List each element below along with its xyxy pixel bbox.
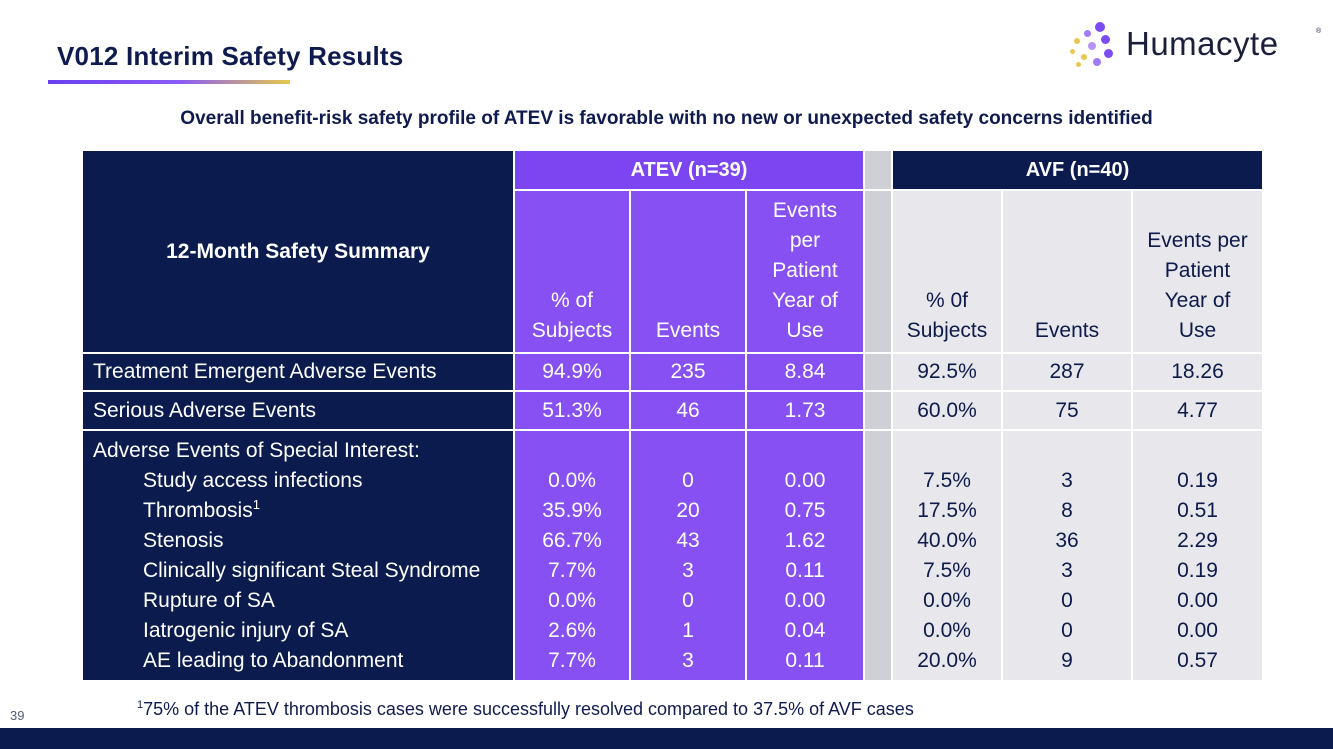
teae-atev-events: 235 bbox=[631, 354, 745, 390]
aesi-value: 17.5% bbox=[917, 499, 977, 522]
aesi-value: 0.19 bbox=[1177, 469, 1218, 492]
humacyte-logo: Humacyte ® bbox=[1068, 20, 1323, 72]
teae-atev-pct: 94.9% bbox=[515, 354, 629, 390]
logo-dots-icon bbox=[1068, 22, 1120, 70]
aesi-value: 0 bbox=[1061, 589, 1073, 612]
aesi-atev-rate-column: 0.00 0.75 1.62 0.11 0.00 0.04 0.11 bbox=[747, 431, 863, 680]
aesi-value: 0 bbox=[682, 589, 694, 612]
aesi-avf-events-column: 3 8 36 3 0 0 9 bbox=[1003, 431, 1131, 680]
aesi-item-label: AE leading to Abandonment bbox=[143, 649, 404, 672]
slide-title: V012 Interim Safety Results bbox=[57, 41, 404, 71]
avf-col-events-per-year: Events per Patient Year of Use bbox=[1133, 191, 1262, 352]
sae-avf-pct: 60.0% bbox=[893, 392, 1001, 429]
aesi-value: 0.75 bbox=[784, 499, 826, 522]
aesi-value: 3 bbox=[1061, 559, 1073, 582]
table-header-label: 12-Month Safety Summary bbox=[83, 151, 513, 352]
logo-registered-mark: ® bbox=[1316, 28, 1322, 35]
aesi-avf-rate-column: 0.19 0.51 2.29 0.19 0.00 0.00 0.57 bbox=[1133, 431, 1262, 680]
teae-avf-events: 287 bbox=[1003, 354, 1131, 390]
aesi-value: 43 bbox=[676, 529, 700, 552]
aesi-value: 35.9% bbox=[542, 499, 602, 522]
aesi-value: 0.0% bbox=[923, 619, 971, 642]
footnote-marker: 1 bbox=[252, 497, 260, 512]
aesi-avf-pct-column: 7.5% 17.5% 40.0% 7.5% 0.0% 0.0% 20.0% bbox=[893, 431, 1001, 680]
avf-col-events: Events bbox=[1003, 191, 1131, 352]
footer-bar bbox=[0, 728, 1333, 749]
row-label-teae: Treatment Emergent Adverse Events bbox=[83, 354, 513, 390]
slide-subtitle: Overall benefit-risk safety profile of A… bbox=[180, 108, 1153, 129]
aesi-value: 20.0% bbox=[917, 649, 977, 672]
column-gap bbox=[865, 392, 891, 429]
aesi-value: 0.51 bbox=[1177, 499, 1218, 522]
sae-avf-events: 75 bbox=[1003, 392, 1131, 429]
column-gap bbox=[865, 191, 891, 352]
row-label-sae: Serious Adverse Events bbox=[83, 392, 513, 429]
aesi-value: 0.00 bbox=[784, 469, 826, 492]
aesi-value: 0.11 bbox=[785, 559, 825, 582]
aesi-value: 8 bbox=[1061, 499, 1073, 522]
avf-col-pct-subjects: % 0f Subjects bbox=[893, 191, 1001, 352]
aesi-item-label: Rupture of SA bbox=[143, 589, 275, 612]
aesi-value: 9 bbox=[1061, 649, 1073, 672]
sae-atev-rate: 1.73 bbox=[747, 392, 863, 429]
column-gap bbox=[865, 151, 891, 189]
aesi-value: 0.19 bbox=[1177, 559, 1218, 582]
logo-wordmark: Humacyte bbox=[1126, 25, 1279, 62]
aesi-value: 40.0% bbox=[917, 529, 977, 552]
teae-atev-rate: 8.84 bbox=[747, 354, 863, 390]
atev-group-header: ATEV (n=39) bbox=[515, 151, 863, 189]
aesi-labels: Adverse Events of Special Interest: Stud… bbox=[83, 431, 513, 680]
aesi-value: 0.57 bbox=[1177, 649, 1218, 672]
atev-col-pct-subjects: % of Subjects bbox=[515, 191, 629, 352]
aesi-value: 0.00 bbox=[1177, 619, 1218, 642]
aesi-heading: Adverse Events of Special Interest: bbox=[93, 439, 420, 462]
footnote: 175% of the ATEV thrombosis cases were s… bbox=[137, 699, 914, 719]
aesi-item-label: Thrombosis1 bbox=[143, 497, 260, 522]
aesi-value: 0 bbox=[1061, 619, 1073, 642]
aesi-item-label: Clinically significant Steal Syndrome bbox=[143, 559, 481, 582]
aesi-value: 66.7% bbox=[542, 529, 602, 552]
page-number: 39 bbox=[10, 708, 25, 723]
aesi-value: 3 bbox=[682, 649, 694, 672]
aesi-value: 0.0% bbox=[548, 589, 596, 612]
atev-col-events-per-year: Events per Patient Year of Use bbox=[747, 191, 863, 352]
aesi-value: 7.7% bbox=[548, 649, 596, 672]
aesi-value: 3 bbox=[1061, 469, 1073, 492]
aesi-value: 0.00 bbox=[784, 589, 826, 612]
atev-col-events: Events bbox=[631, 191, 745, 352]
aesi-value: 0 bbox=[682, 469, 694, 492]
footnote-marker: 1 bbox=[137, 699, 144, 711]
aesi-value: 2.29 bbox=[1177, 529, 1218, 552]
aesi-value: 20 bbox=[676, 499, 700, 522]
sae-atev-events: 46 bbox=[631, 392, 745, 429]
aesi-value: 36 bbox=[1055, 529, 1079, 552]
aesi-atev-pct-column: 0.0% 35.9% 66.7% 7.7% 0.0% 2.6% 7.7% bbox=[515, 431, 629, 680]
aesi-value: 0.11 bbox=[785, 649, 825, 672]
aesi-value: 0.0% bbox=[548, 469, 596, 492]
aesi-item-label: Iatrogenic injury of SA bbox=[143, 619, 349, 642]
teae-avf-rate: 18.26 bbox=[1133, 354, 1262, 390]
aesi-value: 1.62 bbox=[784, 529, 826, 552]
aesi-atev-events-column: 0 20 43 3 0 1 3 bbox=[631, 431, 745, 680]
sae-avf-rate: 4.77 bbox=[1133, 392, 1262, 429]
aesi-item-label: Stenosis bbox=[143, 529, 224, 552]
aesi-item-label: Study access infections bbox=[143, 469, 363, 492]
aesi-value: 7.5% bbox=[923, 559, 971, 582]
aesi-value: 7.7% bbox=[548, 559, 596, 582]
aesi-value: 0.0% bbox=[923, 589, 971, 612]
aesi-value: 2.6% bbox=[548, 619, 596, 642]
avf-group-header: AVF (n=40) bbox=[893, 151, 1262, 189]
title-underline bbox=[48, 80, 290, 84]
column-gap bbox=[865, 354, 891, 390]
aesi-value: 7.5% bbox=[923, 469, 971, 492]
teae-avf-pct: 92.5% bbox=[893, 354, 1001, 390]
column-gap bbox=[865, 431, 891, 680]
aesi-value: 0.04 bbox=[784, 619, 826, 642]
aesi-value: 3 bbox=[682, 559, 694, 582]
sae-atev-pct: 51.3% bbox=[515, 392, 629, 429]
aesi-value: 1 bbox=[682, 619, 694, 642]
aesi-value: 0.00 bbox=[1177, 589, 1218, 612]
